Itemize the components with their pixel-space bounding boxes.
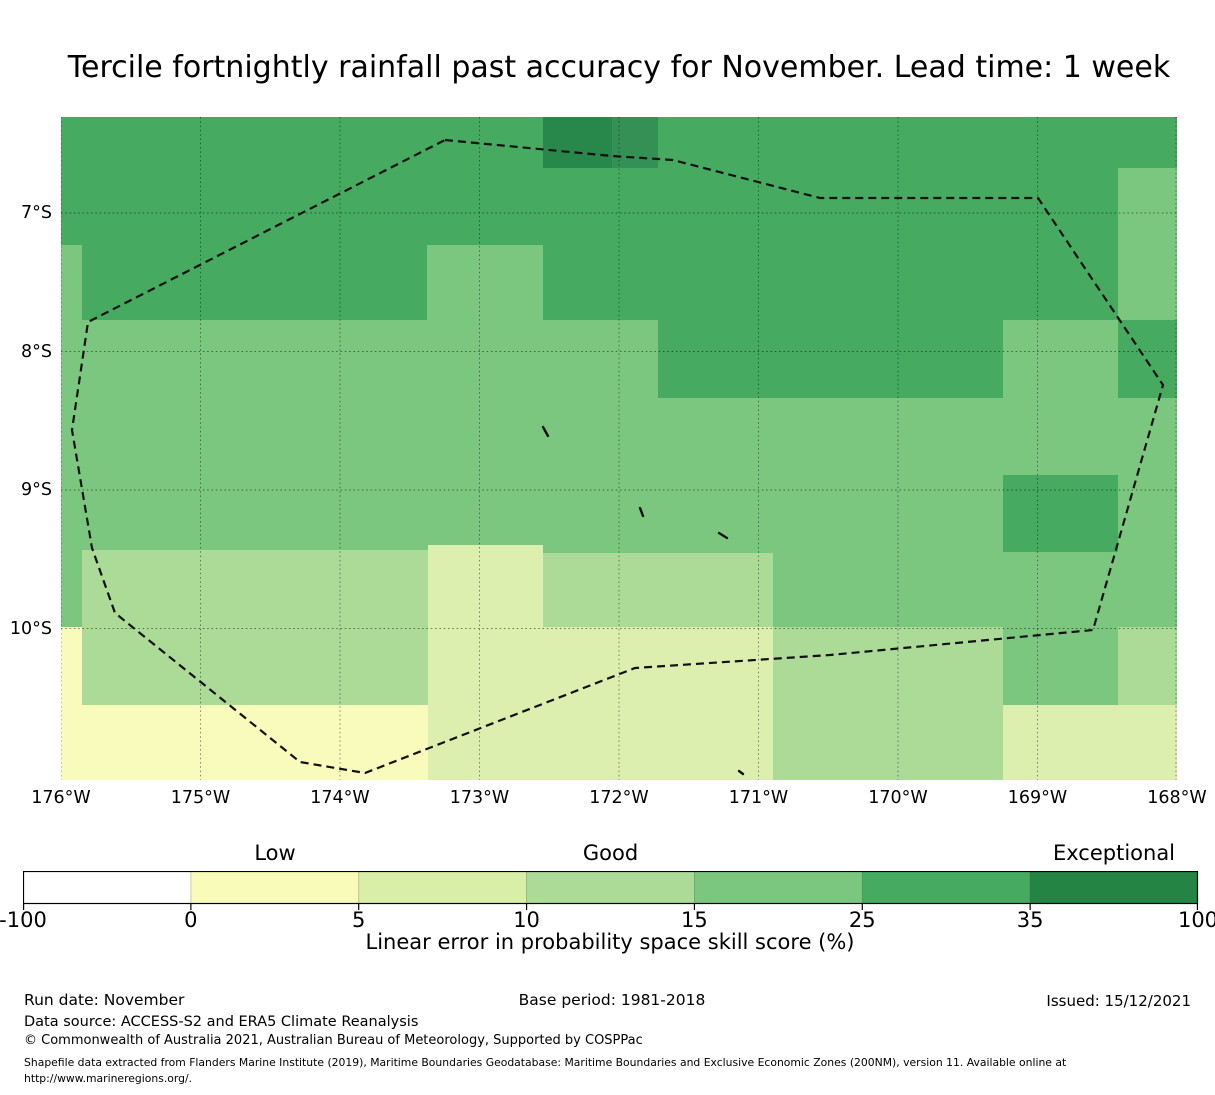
skill-cell bbox=[543, 117, 612, 168]
skill-cell bbox=[61, 245, 82, 320]
colorbar bbox=[23, 871, 1199, 910]
y-tick-label: 7°S bbox=[21, 203, 52, 223]
colorbar-segment bbox=[694, 871, 863, 904]
eez-boundary bbox=[70, 138, 1165, 775]
skill-cell bbox=[1003, 705, 1177, 780]
colorbar-segment bbox=[190, 871, 359, 904]
skill-cell bbox=[658, 320, 1003, 398]
x-tick-label: 172°W bbox=[589, 788, 649, 808]
colorbar-tick-label: 15 bbox=[681, 908, 708, 932]
map-plot bbox=[61, 117, 1177, 780]
skill-cell bbox=[82, 705, 428, 780]
island-marker bbox=[737, 769, 745, 776]
colorbar-tick-label: 100 bbox=[1177, 908, 1215, 932]
colorbar-segment bbox=[862, 871, 1031, 904]
island-marker bbox=[541, 425, 550, 438]
colorbar-axis-label: Linear error in probability space skill … bbox=[365, 930, 855, 954]
colorbar-segment bbox=[526, 871, 695, 904]
shapefile-note: Shapefile data extracted from Flanders M… bbox=[24, 1056, 1067, 1085]
skill-cell bbox=[428, 627, 773, 780]
skill-cell bbox=[1003, 475, 1118, 552]
colorbar-outline bbox=[23, 871, 1199, 905]
colorbar-segment bbox=[1030, 871, 1198, 904]
colorbar-tick-label: -100 bbox=[0, 908, 47, 932]
skill-cell bbox=[543, 553, 773, 627]
colorbar-tick-label: 10 bbox=[513, 908, 540, 932]
x-tick-label: 168°W bbox=[1147, 788, 1207, 808]
run-date-text: Run date: November bbox=[24, 991, 185, 1009]
skill-cell bbox=[773, 627, 1003, 780]
copyright-text: © Commonwealth of Australia 2021, Austra… bbox=[24, 1033, 643, 1048]
skill-cell bbox=[427, 245, 543, 320]
figure-title: Tercile fortnightly rainfall past accura… bbox=[67, 50, 1171, 85]
graticule-gridlines bbox=[61, 117, 1177, 780]
y-tick-label: 10°S bbox=[9, 618, 52, 639]
base-period-text: Base period: 1981-2018 bbox=[518, 991, 706, 1009]
island-marker bbox=[638, 506, 645, 518]
x-tick-label: 171°W bbox=[728, 788, 789, 808]
x-tick-label: 176°W bbox=[31, 788, 91, 808]
y-tick-label: 8°S bbox=[21, 341, 52, 362]
x-tick-label: 174°W bbox=[310, 788, 370, 808]
colorbar-tick-label: 5 bbox=[352, 908, 366, 932]
skill-cell bbox=[82, 550, 428, 627]
x-tick-label: 169°W bbox=[1007, 788, 1068, 808]
colorbar-category-label: Low bbox=[254, 841, 296, 865]
data-source-text: Data source: ACCESS-S2 and ERA5 Climate … bbox=[24, 1014, 419, 1030]
skill-cell bbox=[612, 117, 658, 168]
x-tick-label: 175°W bbox=[170, 788, 231, 808]
issued-text: Issued: 15/12/2021 bbox=[1046, 992, 1191, 1010]
colorbar-tick-label: 35 bbox=[1016, 908, 1044, 932]
x-tick-label: 170°W bbox=[868, 788, 928, 808]
colorbar-tick-label: 25 bbox=[848, 908, 876, 932]
skill-cell bbox=[82, 627, 428, 705]
colorbar-tick-label: 0 bbox=[184, 908, 198, 932]
colorbar-category-label: Good bbox=[582, 841, 639, 865]
skill-cell bbox=[1118, 168, 1177, 320]
x-tick-label: 173°W bbox=[449, 788, 510, 808]
island-marker bbox=[717, 531, 729, 540]
colorbar-segment bbox=[358, 871, 527, 904]
colorbar-segment bbox=[23, 871, 191, 904]
y-tick-label: 9°S bbox=[21, 480, 52, 500]
skill-cell bbox=[61, 627, 82, 780]
colorbar-category-label: Exceptional bbox=[1052, 841, 1176, 865]
skill-cell bbox=[1118, 627, 1177, 705]
skill-cell bbox=[428, 545, 543, 627]
